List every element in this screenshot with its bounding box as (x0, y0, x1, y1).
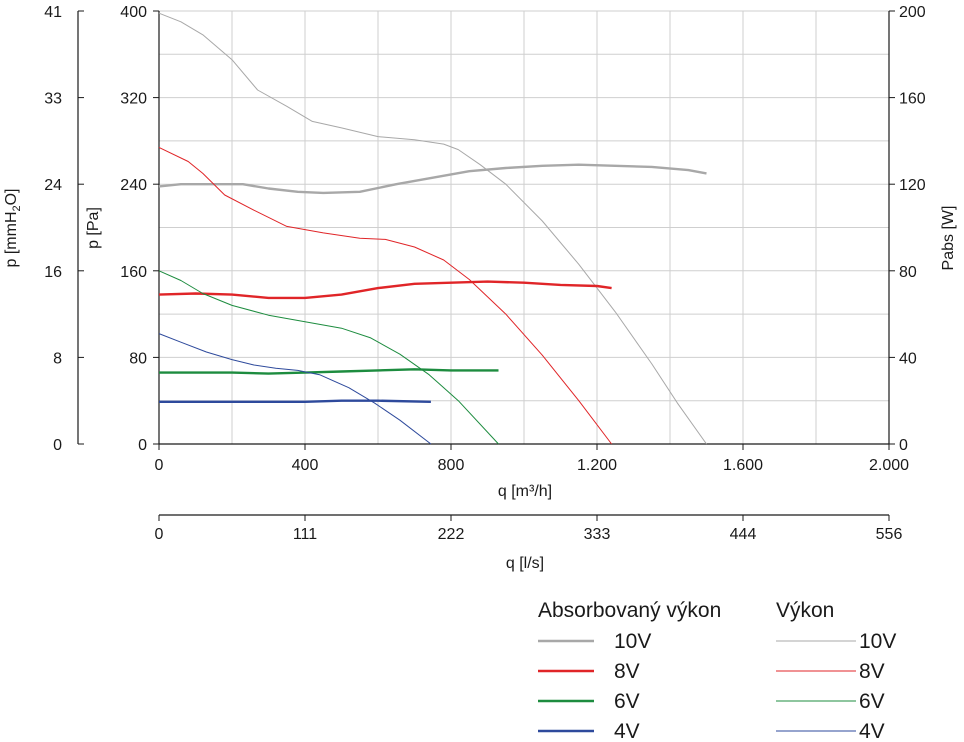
legend-absorbed-title: Absorbovaný výkon (538, 599, 721, 622)
x-axis-flow-tick-label: 400 (292, 457, 319, 474)
y-axis-watts-ticks: 0 40 80 120 160 200 (889, 4, 926, 454)
y-axis-watts-title: Pabs [W] (940, 206, 957, 271)
legend-absorbed-label: 8V (614, 660, 640, 683)
power-curve-6v (159, 368, 499, 375)
y-axis-pa-ticks: 0 80 160 240 320 400 (120, 4, 159, 454)
legend-absorbed-label: 4V (614, 720, 640, 742)
y-axis-pa-tick-label: 80 (129, 350, 147, 367)
y-axis-mmh2o-tick-label: 41 (44, 4, 62, 21)
x-axis-flow-tick-label: 1.600 (723, 457, 763, 474)
x-axis-flow-tick-label: 0 (155, 457, 164, 474)
pressure-curve-8v (158, 146, 612, 445)
y-axis-watts-tick-label: 40 (899, 350, 917, 367)
legend-pressure-label: 8V (859, 660, 885, 683)
y-axis-mmh2o-ticks: 0 8 16 24 33 41 (44, 4, 84, 454)
pressure-curve-6v (158, 270, 499, 445)
y-axis-watts-tick-label: 0 (899, 437, 908, 454)
y-axis-watts-tick-label: 80 (899, 264, 917, 281)
x-axis-ls-tick-label: 0 (155, 526, 164, 543)
x-axis-flow-tick-label: 2.000 (869, 457, 909, 474)
x-axis-ls-tick-label: 333 (584, 526, 611, 543)
y-axis-mmh2o-tick-label: 24 (44, 177, 62, 194)
y-axis-mmh2o-tick-label: 33 (44, 91, 62, 108)
legend-pressure-label: 6V (859, 690, 885, 713)
x-axis-ls-tick-label: 222 (438, 526, 465, 543)
y-axis-pa-tick-label: 0 (138, 437, 147, 454)
pressure-curve-4v (158, 333, 432, 445)
legend-pressure-title: Výkon (776, 599, 834, 622)
y-axis-pa-tick-label: 240 (120, 177, 147, 194)
y-axis-mmh2o-title: p [mmH2O] (3, 188, 23, 267)
legend-pressure-label: 10V (859, 630, 896, 653)
legend-rows: 10V 10V 8V 8V 6V 6V 4V 4V (538, 630, 896, 742)
pressure-curve-10v (158, 12, 707, 445)
y-axis-pa-tick-label: 320 (120, 91, 147, 108)
x-axis-flow-title: q [m³/h] (498, 483, 552, 500)
x-axis-ls-tick-label: 111 (293, 526, 317, 543)
plot-grid (158, 10, 890, 445)
power-curve-8v (158, 280, 612, 300)
y-axis-watts-tick-label: 200 (899, 4, 926, 21)
x-axis-flow-tick-label: 1.200 (577, 457, 617, 474)
y-axis-watts-tick-label: 160 (899, 91, 926, 108)
legend-absorbed-label: 10V (614, 630, 651, 653)
legend-absorbed-label: 6V (614, 690, 640, 713)
power-curve-4v (159, 399, 431, 403)
x-axis-ls-tick-label: 444 (730, 526, 757, 543)
x-axis-flow-ticks: 0 400 800 1.200 1.600 2.000 (155, 444, 909, 474)
power-curve-10v (158, 163, 707, 195)
curves (158, 12, 707, 445)
y-axis-watts-tick-label: 120 (899, 177, 926, 194)
x-axis-ls-tick-label: 556 (876, 526, 903, 543)
y-axis-mmh2o-tick-label: 8 (53, 350, 62, 367)
legend-pressure-label: 4V (859, 720, 885, 742)
x-axis-ls: 0 111 222 333 444 556 (155, 514, 903, 543)
y-axis-pa-tick-label: 160 (120, 264, 147, 281)
y-axis-mmh2o-tick-label: 0 (53, 437, 62, 454)
y-axis-pa-title: p [Pa] (85, 207, 102, 249)
x-axis-ls-title: q [l/s] (506, 555, 544, 572)
x-axis-flow-tick-label: 800 (438, 457, 465, 474)
y-axis-pa-tick-label: 400 (120, 4, 147, 21)
legend: Absorbovaný výkon Výkon 10V 10V 8V 8V 6V 6V 4V… (538, 599, 896, 742)
y-axis-mmh2o-tick-label: 16 (44, 264, 62, 281)
